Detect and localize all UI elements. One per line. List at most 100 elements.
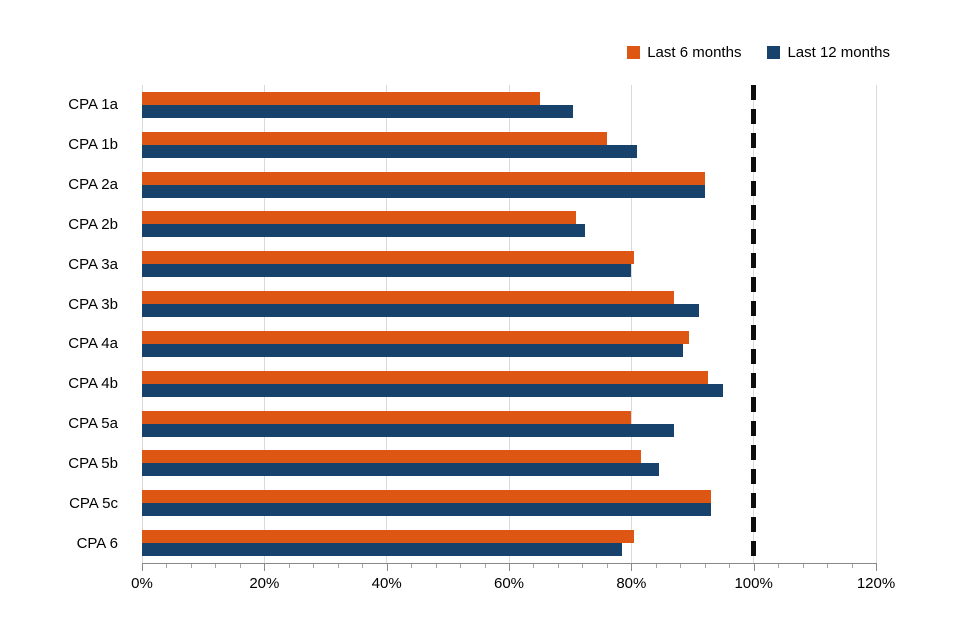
x-axis-tick-label: 20% [249, 575, 280, 592]
legend-item: Last 12 months [767, 44, 890, 61]
x-axis-tick-label: 0% [131, 575, 153, 592]
bar-last-12-months [142, 423, 675, 437]
bar-group-cpa-5b [142, 444, 876, 484]
x-axis-minor-tick [435, 564, 437, 568]
x-axis-minor-tick [582, 564, 584, 568]
x-axis-major-tick [631, 564, 633, 571]
gridline [386, 85, 388, 563]
bar-last-6-months [142, 410, 632, 424]
category-label: CPA 5b [68, 454, 118, 472]
bar-group-cpa-4a [142, 324, 876, 364]
x-axis-tick-label: 40% [371, 575, 402, 592]
x-axis-minor-tick [851, 564, 853, 568]
x-axis-minor-tick [606, 564, 608, 568]
reference-line-100pct [751, 85, 757, 563]
bar-last-12-months [142, 543, 623, 557]
bar-last-12-months [142, 224, 586, 238]
bar-last-6-months [142, 330, 690, 344]
x-axis-minor-tick [655, 564, 657, 568]
bar-last-6-months [142, 131, 607, 145]
x-axis-minor-tick [533, 564, 535, 568]
x-axis-minor-tick [802, 564, 804, 568]
bar-last-6-months [142, 91, 540, 105]
bar-last-12-months [142, 383, 724, 397]
x-axis-minor-tick [411, 564, 413, 568]
x-axis-major-tick [753, 564, 755, 571]
gridline [263, 85, 265, 563]
x-axis-minor-tick [337, 564, 339, 568]
bar-last-6-months [142, 370, 708, 384]
bar-last-12-months [142, 184, 705, 198]
x-axis-minor-tick [239, 564, 241, 568]
bar-group-cpa-3b [142, 284, 876, 324]
x-axis-minor-tick [778, 564, 780, 568]
bar-last-12-months [142, 304, 699, 318]
x-axis-tick-label: 80% [616, 575, 647, 592]
legend-swatch-icon [627, 46, 641, 59]
bar-group-cpa-1b [142, 125, 876, 165]
x-axis-minor-tick [729, 564, 731, 568]
bar-last-6-months [142, 530, 635, 544]
bar-last-6-months [142, 171, 705, 185]
bar-last-12-months [142, 264, 632, 278]
x-axis-tick-label: 100% [734, 575, 773, 592]
x-axis-minor-tick [166, 564, 168, 568]
bar-last-12-months [142, 463, 659, 477]
chart-legend: Last 6 months Last 12 months [627, 44, 890, 61]
bar-last-12-months [142, 144, 638, 158]
category-label: CPA 3a [68, 255, 118, 273]
x-axis-minor-tick [484, 564, 486, 568]
x-axis-minor-tick [827, 564, 829, 568]
gridline [141, 85, 143, 563]
x-axis-major-tick [509, 564, 510, 571]
x-axis-major-tick [876, 564, 877, 571]
x-axis-minor-tick [190, 564, 192, 568]
bar-group-cpa-5c [142, 483, 876, 523]
category-label: CPA 5a [68, 415, 118, 433]
category-label: CPA 2a [68, 176, 118, 194]
gridline [508, 85, 510, 563]
x-axis-minor-tick [460, 564, 462, 568]
x-axis-tick-label: 60% [493, 575, 525, 592]
category-label: CPA 5c [69, 494, 118, 512]
bar-last-6-months [142, 450, 641, 464]
bar-last-6-months [142, 211, 577, 225]
bar-group-cpa-5a [142, 404, 876, 444]
x-axis-minor-tick [313, 564, 315, 568]
x-axis-minor-tick [288, 564, 290, 568]
bar-group-cpa-3a [142, 244, 876, 284]
legend-label: Last 12 months [787, 44, 890, 61]
category-label: CPA 4b [68, 375, 118, 393]
x-axis-line [142, 563, 877, 564]
category-axis-labels: CPA 1a CPA 1b CPA 2a CPA 2b CPA 3a CPA 3b CPA … [0, 85, 130, 563]
plot-area [141, 85, 877, 563]
bar-group-cpa-1a [142, 85, 876, 125]
x-axis-minor-tick [362, 564, 364, 568]
legend-label: Last 6 months [647, 44, 742, 61]
x-axis-tick-label: 120% [856, 575, 896, 592]
gridline [630, 85, 632, 563]
legend-item: Last 6 months [627, 44, 741, 61]
bar-last-6-months [142, 251, 635, 265]
category-label: CPA 1b [68, 136, 118, 154]
x-axis-major-tick [264, 564, 266, 571]
bar-last-12-months [142, 104, 574, 118]
x-axis-major-tick [142, 564, 143, 571]
x-axis-minor-tick [704, 564, 706, 568]
bar-last-6-months [142, 291, 675, 305]
category-label: CPA 1a [68, 96, 118, 114]
x-axis-minor-tick [680, 564, 682, 568]
category-label: CPA 4a [68, 335, 118, 353]
legend-swatch-icon [767, 46, 781, 59]
category-label: CPA 2b [68, 215, 118, 233]
category-label: CPA 3b [68, 295, 118, 313]
bar-group-cpa-2b [142, 205, 876, 245]
gridline [875, 85, 877, 563]
bar-last-12-months [142, 343, 684, 357]
bar-group-cpa-6 [142, 523, 876, 563]
bar-last-6-months [142, 490, 711, 504]
category-label: CPA 6 [76, 534, 118, 552]
x-axis-minor-tick [557, 564, 559, 568]
bar-group-cpa-4b [142, 364, 876, 404]
